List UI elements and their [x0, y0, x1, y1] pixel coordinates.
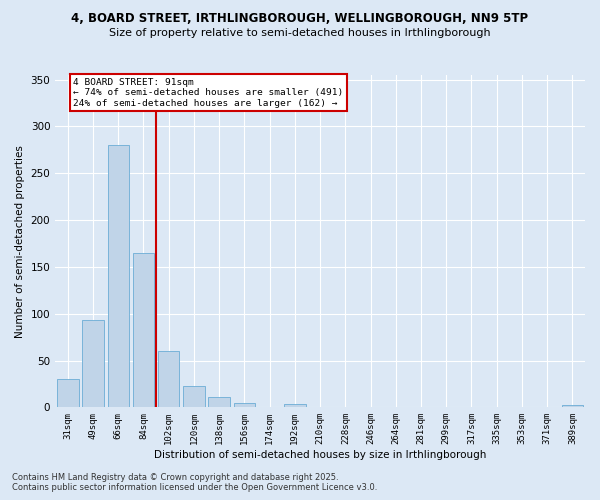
Bar — [133, 253, 154, 408]
Text: 4, BOARD STREET, IRTHLINGBOROUGH, WELLINGBOROUGH, NN9 5TP: 4, BOARD STREET, IRTHLINGBOROUGH, WELLIN… — [71, 12, 529, 26]
Bar — [208, 397, 230, 407]
Bar — [562, 406, 583, 407]
Text: 4 BOARD STREET: 91sqm
← 74% of semi-detached houses are smaller (491)
24% of sem: 4 BOARD STREET: 91sqm ← 74% of semi-deta… — [73, 78, 344, 108]
Bar — [107, 145, 129, 407]
X-axis label: Distribution of semi-detached houses by size in Irthlingborough: Distribution of semi-detached houses by … — [154, 450, 486, 460]
Bar — [284, 404, 305, 407]
Text: Contains HM Land Registry data © Crown copyright and database right 2025.
Contai: Contains HM Land Registry data © Crown c… — [12, 473, 377, 492]
Text: Size of property relative to semi-detached houses in Irthlingborough: Size of property relative to semi-detach… — [109, 28, 491, 38]
Bar — [57, 379, 79, 408]
Bar — [183, 386, 205, 407]
Bar — [158, 351, 179, 408]
Y-axis label: Number of semi-detached properties: Number of semi-detached properties — [15, 144, 25, 338]
Bar — [82, 320, 104, 408]
Bar — [233, 402, 255, 407]
